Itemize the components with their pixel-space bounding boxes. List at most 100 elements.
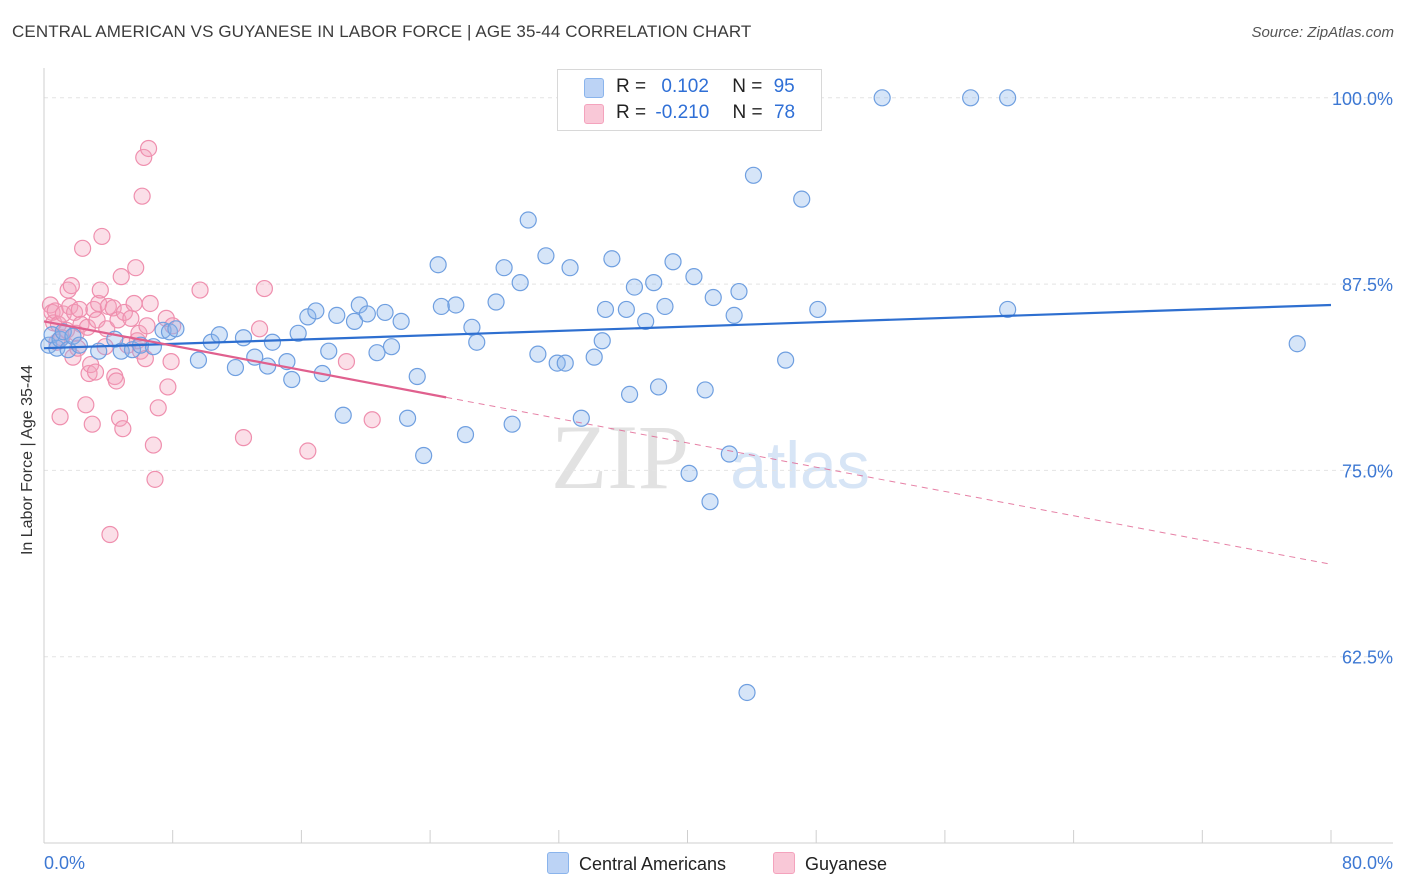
legend-n-value: 95	[773, 76, 795, 97]
point-guyanese	[159, 378, 177, 396]
bottom-legend-central-americans: Central Americans	[547, 852, 726, 875]
point-guyanese	[162, 353, 180, 371]
legend-r-value: 0.102	[661, 76, 709, 97]
point-central-americans	[334, 406, 352, 424]
point-guyanese	[122, 309, 140, 327]
axes	[43, 68, 1393, 844]
stats-legend: R = 0.102 N = 95 R = -0.210 N = 78	[557, 69, 822, 131]
point-guyanese	[111, 409, 129, 427]
x-tick-label-max: 80.0%	[1342, 853, 1393, 873]
point-central-americans	[556, 354, 574, 372]
legend-swatch-blue	[584, 78, 604, 98]
point-central-americans	[596, 300, 615, 319]
point-guyanese	[74, 239, 92, 257]
point-central-americans	[519, 211, 537, 229]
point-guyanese	[255, 279, 273, 298]
legend-r-value: -0.210	[655, 102, 710, 123]
point-central-americans	[649, 378, 668, 396]
bottom-legend-guyanese: Guyanese	[773, 852, 887, 875]
point-central-americans	[495, 259, 513, 277]
point-guyanese	[136, 350, 154, 368]
point-guyanese	[299, 442, 317, 460]
point-central-americans	[307, 302, 325, 320]
legend-n-label: N =	[732, 76, 763, 97]
point-central-americans	[382, 338, 401, 356]
point-central-americans	[328, 306, 346, 325]
watermark-zip: ZIP	[551, 406, 689, 508]
point-guyanese	[51, 408, 69, 426]
point-central-americans	[376, 303, 394, 322]
point-central-americans	[259, 357, 277, 375]
bottom-legend-label-pink: Guyanese	[805, 854, 888, 874]
chart-title: CENTRAL AMERICAN VS GUYANESE IN LABOR FO…	[12, 22, 752, 41]
point-guyanese	[133, 187, 151, 205]
point-central-americans	[537, 247, 555, 265]
point-central-americans	[680, 464, 698, 482]
point-guyanese	[86, 363, 105, 381]
point-central-americans	[263, 333, 282, 351]
point-guyanese	[112, 268, 130, 286]
point-central-americans	[585, 348, 603, 366]
point-guyanese	[70, 300, 88, 319]
point-guyanese	[139, 139, 158, 158]
point-central-americans	[656, 297, 674, 316]
point-central-americans	[503, 415, 521, 433]
point-guyanese	[93, 227, 111, 246]
tick-labels: 62.5% 75.0% 87.5% 100.0% 0.0% 80.0%	[44, 89, 1393, 873]
bottom-legend-swatch-blue	[547, 852, 569, 874]
point-central-americans	[873, 89, 891, 107]
point-guyanese	[62, 276, 80, 295]
trend-line-central-americans	[43, 303, 1332, 350]
point-central-americans	[561, 259, 579, 277]
point-central-americans	[620, 385, 639, 403]
point-central-americans	[358, 305, 376, 323]
point-central-americans	[54, 323, 72, 341]
point-guyanese	[234, 429, 253, 447]
point-central-americans	[704, 288, 722, 307]
point-guyanese	[83, 415, 101, 433]
point-central-americans	[432, 297, 450, 316]
trend-line-guyanese	[43, 320, 447, 399]
point-central-americans	[283, 370, 301, 389]
y-tick-label: 87.5%	[1342, 275, 1393, 295]
legend-r-label: R =	[616, 102, 647, 123]
source-label: Source: ZipAtlas.com	[1251, 24, 1394, 41]
gridlines	[44, 97, 1393, 658]
y-tick-label: 100.0%	[1332, 89, 1393, 109]
point-guyanese	[337, 353, 356, 371]
point-central-americans	[64, 327, 82, 345]
point-central-americans	[744, 166, 763, 184]
point-guyanese	[91, 281, 109, 299]
point-central-americans	[777, 351, 795, 369]
point-guyanese	[363, 411, 381, 429]
point-central-americans	[447, 296, 465, 314]
point-guyanese	[138, 317, 156, 335]
point-central-americans	[511, 274, 529, 292]
point-central-americans	[487, 293, 505, 311]
point-central-americans	[701, 493, 719, 511]
point-guyanese	[101, 525, 119, 544]
point-central-americans	[368, 344, 386, 362]
point-central-americans	[1288, 335, 1306, 353]
y-tick-label: 62.5%	[1342, 648, 1393, 668]
point-central-americans	[408, 367, 426, 386]
point-central-americans	[962, 89, 980, 107]
point-guyanese	[135, 148, 153, 167]
point-central-americans	[645, 274, 663, 292]
legend-n-label: N =	[732, 102, 763, 123]
point-central-americans	[664, 253, 682, 271]
point-central-americans	[999, 89, 1017, 107]
point-central-americans	[593, 332, 611, 350]
point-central-americans	[730, 282, 748, 301]
point-central-americans	[738, 683, 756, 702]
point-central-americans	[415, 446, 433, 465]
watermark-atlas: atlas	[730, 428, 869, 502]
point-central-americans	[468, 333, 486, 351]
point-guyanese	[146, 470, 164, 488]
legend-r-label: R =	[616, 76, 647, 97]
point-central-americans	[345, 312, 364, 330]
point-central-americans	[154, 321, 172, 339]
point-central-americans	[429, 256, 447, 274]
watermark: ZIP atlas	[551, 406, 870, 508]
